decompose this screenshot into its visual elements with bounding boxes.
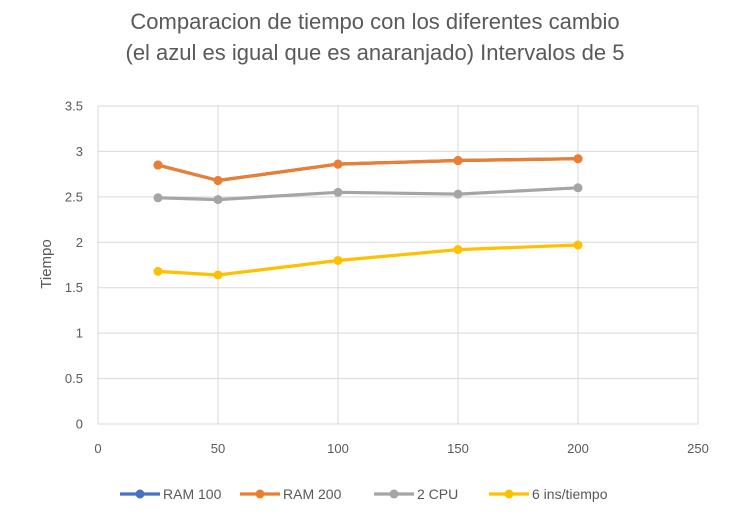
y-tick-label-3: 1.5 [65, 280, 83, 295]
data-point-ram-200-3 [453, 156, 463, 166]
legend-label-2-cpu: 2 CPU [417, 486, 458, 502]
legend-label-ram-100: RAM 100 [163, 486, 222, 502]
y-tick-label-6: 3 [76, 144, 83, 159]
data-point-6-ins-tiempo-0 [153, 266, 163, 276]
series-line-6-ins-tiempo [156, 243, 580, 277]
x-tick-label-3: 150 [447, 441, 469, 456]
x-tick-label-4: 200 [567, 441, 589, 456]
x-tick-label-2: 100 [327, 441, 349, 456]
y-axis-label: Tiempo [38, 239, 55, 288]
data-point-2-cpu-3 [453, 189, 463, 199]
series-layer [153, 154, 583, 280]
y-tick-label-0: 0 [76, 417, 83, 432]
chart-title-line-2: (el azul es igual que es anaranjado) Int… [125, 40, 625, 65]
data-point-6-ins-tiempo-2 [333, 255, 343, 265]
data-point-2-cpu-1 [213, 195, 223, 205]
y-tick-label-1: 0.5 [65, 371, 83, 386]
data-point-ram-200-1 [213, 176, 223, 186]
y-tick-label-7: 3.5 [65, 99, 83, 114]
data-point-2-cpu-0 [153, 193, 163, 203]
chart-title: Comparacion de tiempo con los diferentes… [0, 6, 750, 68]
legend-label-ram-200: RAM 200 [283, 486, 342, 502]
gridlines [97, 105, 699, 425]
data-point-2-cpu-2 [333, 187, 343, 197]
legend: RAM 100 RAM 200 2 CPU 6 ins/tiempo [120, 486, 608, 502]
x-tick-label-0: 0 [94, 441, 101, 456]
axes: 0 0.5 1 1.5 2 2.5 3 3.5 0 50 100 150 200 250 [65, 99, 709, 457]
x-tick-label-1: 50 [211, 441, 225, 456]
data-point-6-ins-tiempo-1 [213, 270, 223, 280]
data-point-6-ins-tiempo-3 [453, 245, 463, 255]
legend-marker-6-ins-tiempo [504, 489, 514, 499]
chart-title-line-1: Comparacion de tiempo con los diferentes… [130, 9, 620, 34]
legend-label-6-ins-tiempo: 6 ins/tiempo [532, 486, 608, 502]
data-point-6-ins-tiempo-4 [573, 240, 583, 250]
legend-marker-ram-100 [135, 489, 145, 499]
y-tick-label-2: 1 [76, 326, 83, 341]
legend-marker-2-cpu [389, 489, 399, 499]
y-tick-label-5: 2.5 [65, 189, 83, 204]
data-point-ram-200-0 [153, 160, 163, 170]
legend-marker-ram-200 [255, 489, 265, 499]
y-tick-label-4: 2 [76, 235, 83, 250]
data-point-2-cpu-4 [573, 183, 583, 193]
data-point-ram-200-2 [333, 159, 343, 169]
data-point-ram-200-4 [573, 154, 583, 164]
x-tick-label-5: 250 [687, 441, 709, 456]
